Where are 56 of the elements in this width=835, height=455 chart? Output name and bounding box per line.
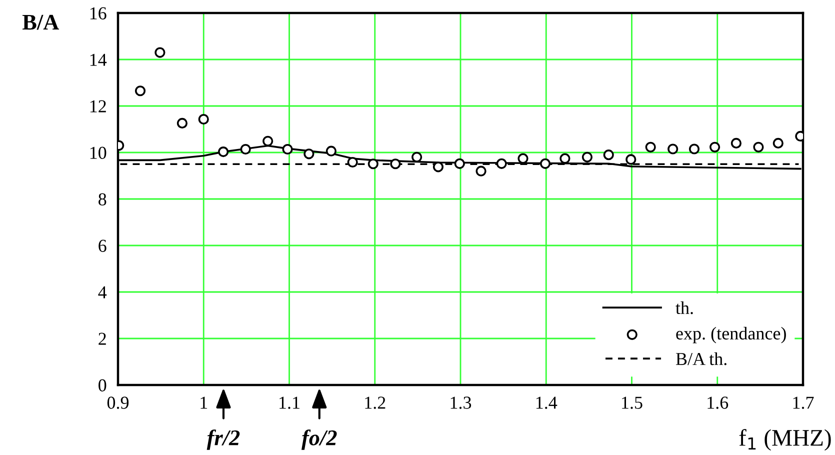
point (432, 162, 444, 172)
y-axis-title: B/A (22, 14, 59, 30)
point (154, 47, 166, 58)
point (560, 153, 570, 164)
point (368, 158, 378, 170)
legend-label: B/A th. (676, 352, 726, 366)
legend-label: th. (676, 301, 693, 314)
point (626, 154, 636, 165)
point (753, 142, 764, 152)
text: fr/2 (206, 429, 240, 450)
text: fo/2 (301, 429, 337, 450)
point (218, 146, 229, 158)
point (582, 152, 593, 162)
point (412, 152, 422, 162)
point (645, 142, 656, 152)
point (540, 158, 551, 169)
y-tick-label: 0 (98, 379, 106, 392)
point (496, 158, 507, 169)
y-tick-label: 2 (98, 332, 106, 345)
point (262, 136, 274, 146)
point (176, 118, 188, 128)
point (282, 144, 293, 155)
point (476, 166, 486, 176)
x-tick-label: 1.3 (450, 396, 472, 409)
y-tick-label: 4 (98, 286, 107, 298)
y-tick-label: 12 (90, 100, 106, 112)
legend-label: exp. (tendance) (676, 326, 786, 344)
x-axis-title: f$_{1}$ (MHZ) (739, 429, 831, 451)
point (518, 153, 528, 164)
x-tick-label: 0.9 (107, 396, 129, 409)
point (454, 158, 465, 169)
point (134, 86, 146, 96)
point (710, 142, 720, 152)
y-tick-label: 10 (90, 146, 106, 159)
point (688, 144, 700, 154)
x-tick-label: 1.1 (280, 396, 300, 409)
x-tick-label: 1.6 (708, 396, 728, 409)
y-tick-label: 14 (90, 54, 107, 66)
y-tick-label: 8 (98, 193, 106, 206)
x-tick-label: 1.7 (793, 396, 814, 409)
x-tick-label: 1.4 (536, 396, 558, 409)
point (390, 158, 401, 170)
point (326, 146, 337, 156)
y-tick-label: 16 (90, 7, 106, 20)
point (198, 114, 209, 125)
point (772, 138, 784, 148)
point (304, 148, 314, 160)
x-tick-label: 1 (200, 396, 208, 409)
x-tick-label: 1.2 (365, 396, 386, 409)
point (240, 144, 251, 155)
point (668, 144, 678, 154)
point (603, 150, 614, 160)
x-tick-label: 1.5 (622, 396, 642, 409)
point (730, 138, 742, 148)
y-tick-label: 6 (98, 240, 106, 252)
point (347, 156, 358, 168)
